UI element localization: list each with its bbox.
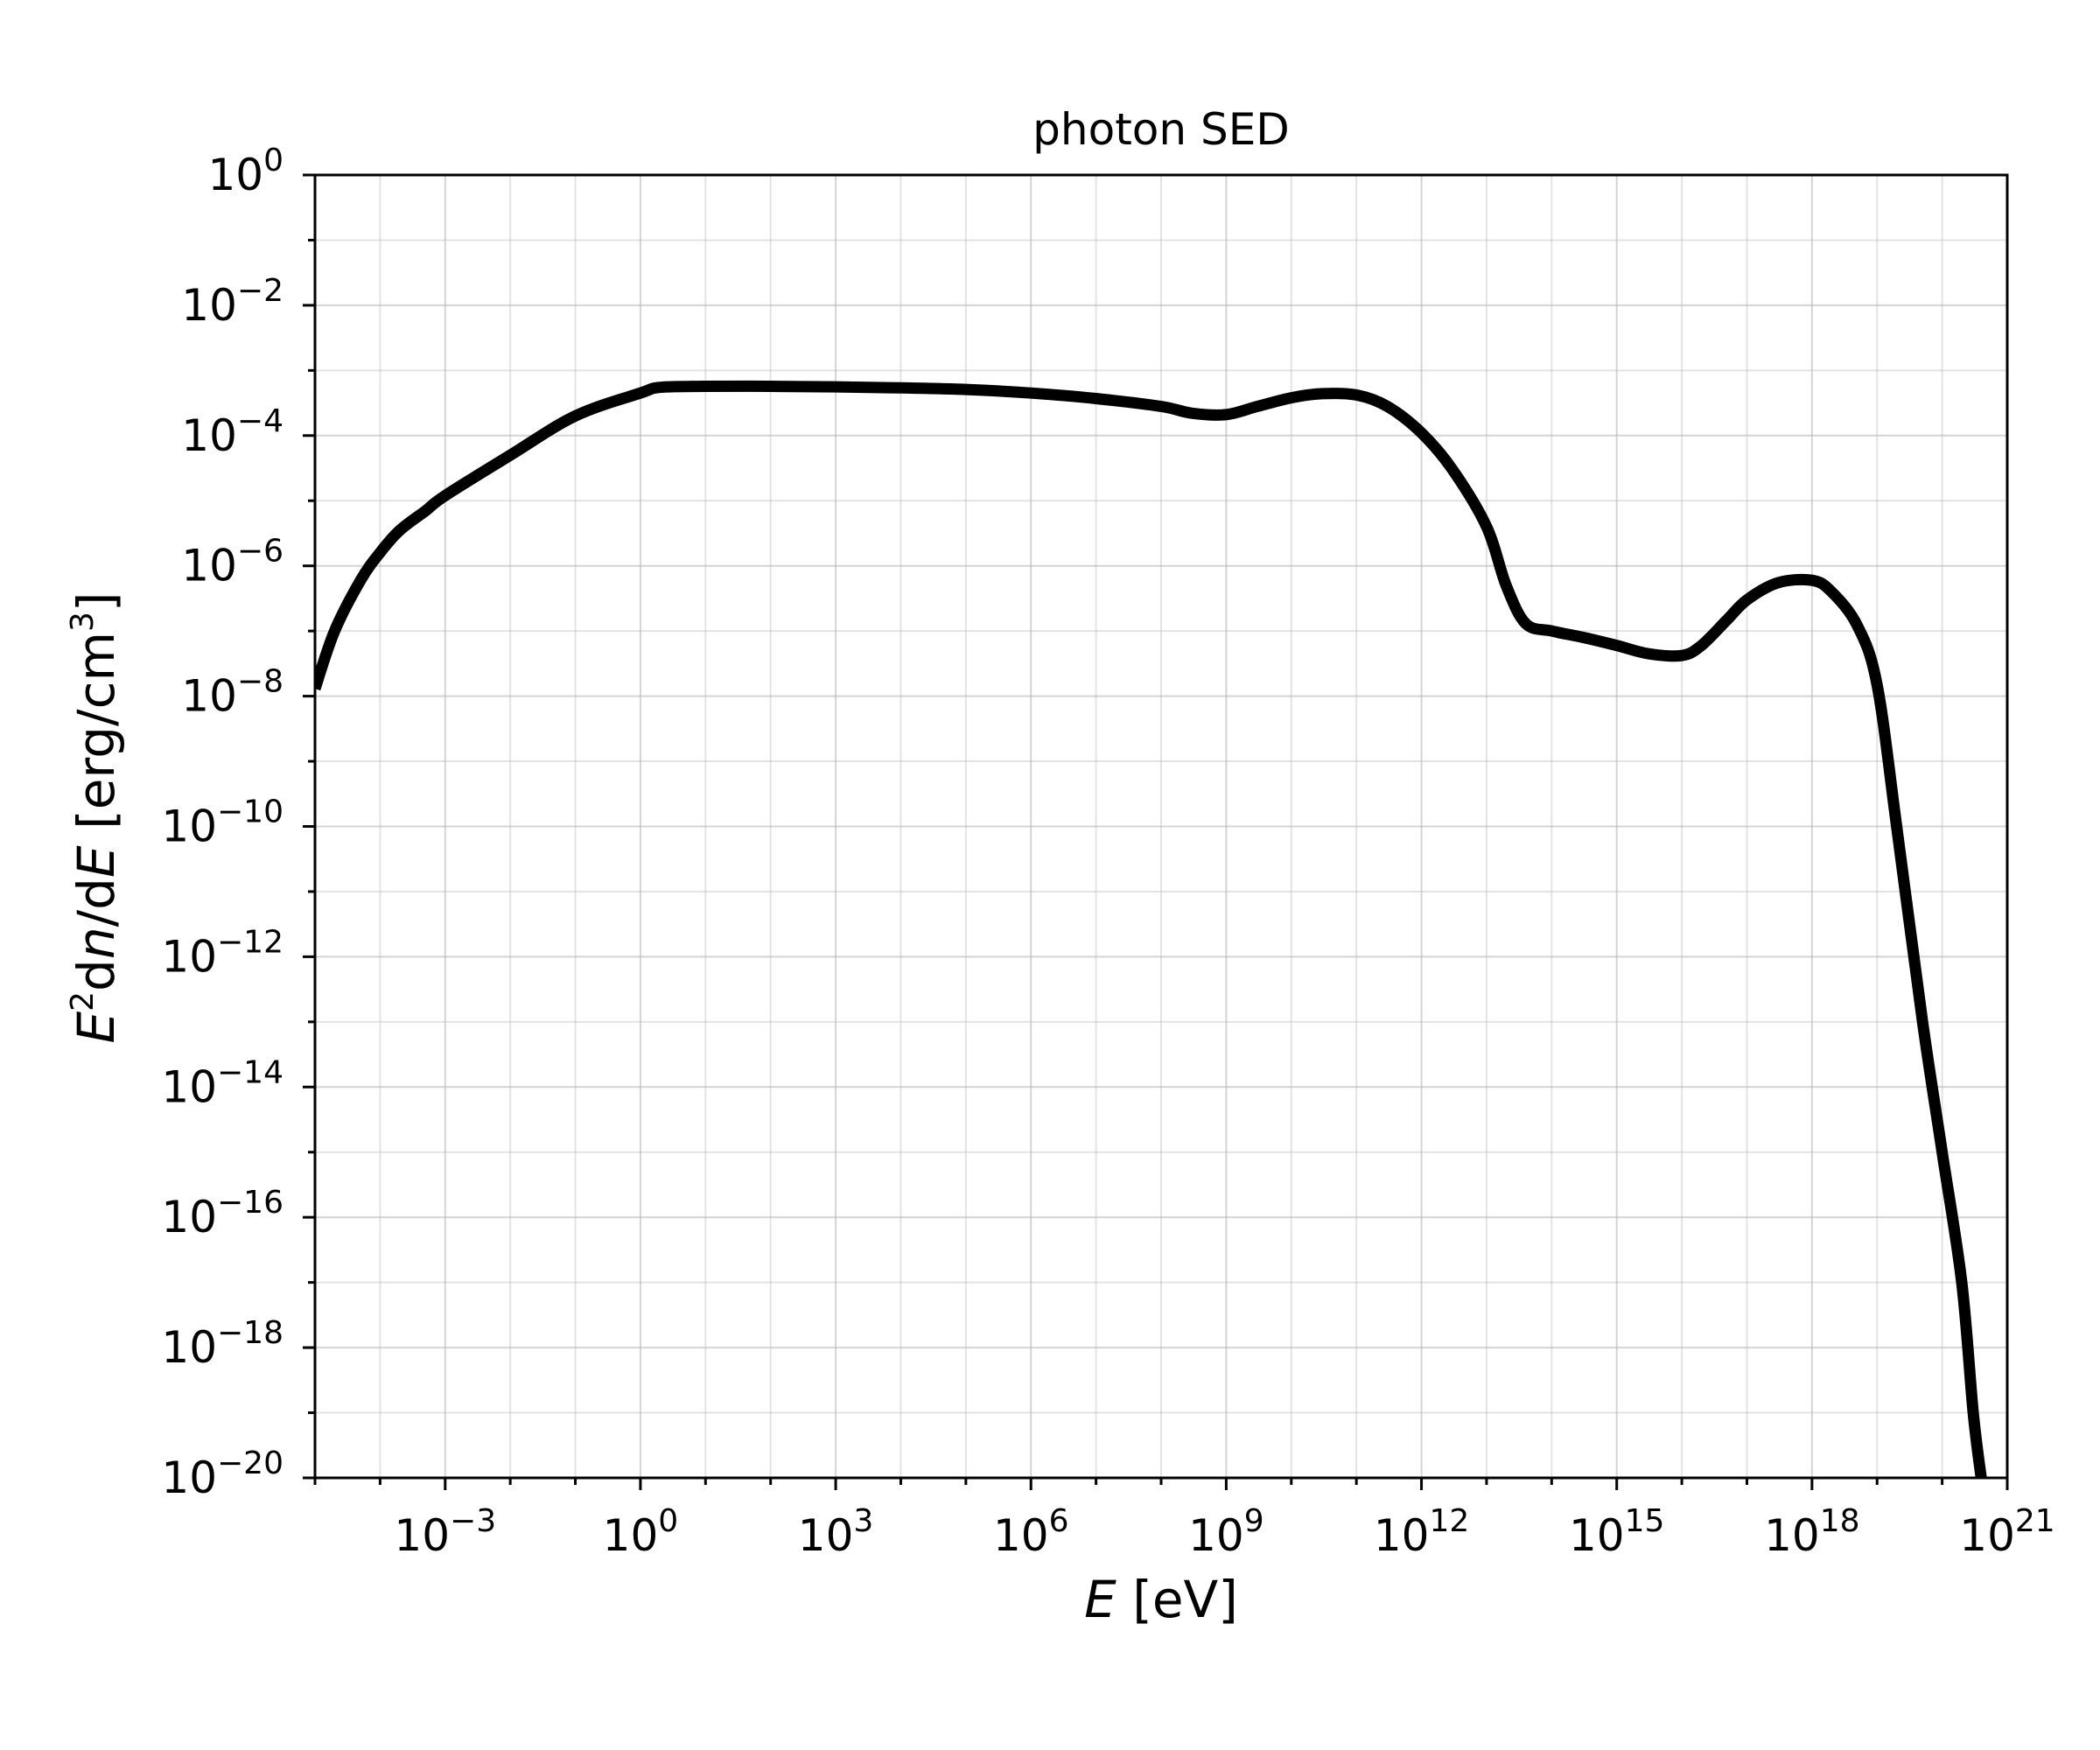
x-tick-label: 106 bbox=[993, 1503, 1069, 1561]
x-tick-label: 1015 bbox=[1569, 1503, 1664, 1561]
sed-series-line bbox=[315, 380, 1987, 1479]
x-tick-label: 109 bbox=[1188, 1503, 1264, 1561]
y-tick-label: 10−16 bbox=[161, 1185, 284, 1242]
y-tick-label: 10−6 bbox=[181, 534, 284, 592]
y-tick-label: 10−20 bbox=[161, 1446, 284, 1503]
y-tick-label: 10−18 bbox=[161, 1315, 284, 1373]
ticks: 10−3 100 103 106 109 1012 1015 1018 1021 100 10−2 1… bbox=[161, 143, 2054, 1561]
x-tick-label: 1021 bbox=[1959, 1503, 2054, 1561]
chart-title: photon SED bbox=[1032, 104, 1290, 155]
y-axis-label: E2dn/dE [erg/cm3] bbox=[65, 592, 126, 1043]
y-tick-label: 10−10 bbox=[161, 794, 284, 852]
x-tick-label: 1012 bbox=[1374, 1503, 1469, 1561]
y-tick-label: 10−4 bbox=[181, 403, 284, 461]
x-axis-label: E [eV] bbox=[1084, 1570, 1238, 1629]
x-tick-label: 103 bbox=[798, 1503, 874, 1561]
series-layer bbox=[315, 380, 1987, 1479]
y-tick-label: 10−8 bbox=[181, 664, 284, 722]
y-tick-label: 10−2 bbox=[181, 273, 284, 331]
x-tick-label: 1018 bbox=[1764, 1503, 1859, 1561]
x-tick-label: 100 bbox=[603, 1503, 679, 1561]
y-tick-label: 10−12 bbox=[161, 924, 284, 982]
x-tick-label: 10−3 bbox=[394, 1503, 496, 1561]
y-tick-label: 100 bbox=[207, 143, 284, 200]
y-tick-label: 10−14 bbox=[161, 1054, 284, 1112]
grid bbox=[314, 174, 2008, 1479]
